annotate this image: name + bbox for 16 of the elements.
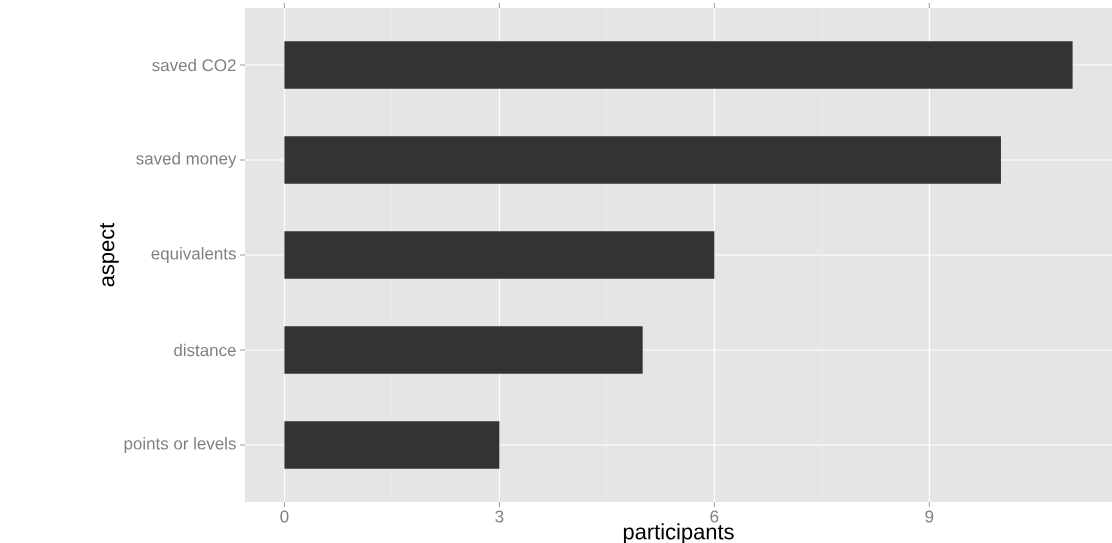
x-tick-label: 9 xyxy=(925,510,934,523)
y-tick-label: saved money xyxy=(136,152,237,168)
x-tick-label: 6 xyxy=(710,510,719,523)
bar xyxy=(284,41,1073,89)
y-axis-title: aspect xyxy=(99,222,119,287)
y-tick-label: equivalents xyxy=(151,247,236,263)
y-tick-label: saved CO2 xyxy=(152,58,236,72)
x-tick-label: 3 xyxy=(495,510,504,523)
bar xyxy=(284,231,715,279)
bar xyxy=(284,326,643,374)
x-tick-label: 0 xyxy=(280,510,289,523)
bar xyxy=(284,136,1001,184)
y-tick-label: points or levels xyxy=(124,437,236,453)
y-tick-label: distance xyxy=(174,343,236,357)
bar xyxy=(284,421,500,469)
x-axis-title: participants xyxy=(623,523,734,543)
